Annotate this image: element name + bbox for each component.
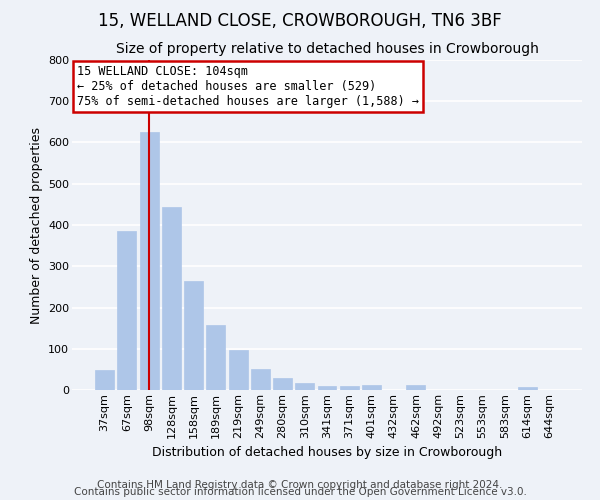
Bar xyxy=(518,387,536,390)
Bar xyxy=(295,383,314,390)
Bar xyxy=(206,325,225,390)
Y-axis label: Number of detached properties: Number of detached properties xyxy=(29,126,43,324)
Bar xyxy=(406,386,425,390)
Text: Contains public sector information licensed under the Open Government Licence v3: Contains public sector information licen… xyxy=(74,487,526,497)
Bar xyxy=(140,132,158,390)
Bar xyxy=(340,386,359,390)
Bar xyxy=(317,386,337,390)
Bar xyxy=(273,378,292,390)
Text: Contains HM Land Registry data © Crown copyright and database right 2024.: Contains HM Land Registry data © Crown c… xyxy=(97,480,503,490)
Text: 15 WELLAND CLOSE: 104sqm
← 25% of detached houses are smaller (529)
75% of semi-: 15 WELLAND CLOSE: 104sqm ← 25% of detach… xyxy=(77,65,419,108)
Bar xyxy=(251,368,270,390)
Title: Size of property relative to detached houses in Crowborough: Size of property relative to detached ho… xyxy=(116,42,538,56)
Text: 15, WELLAND CLOSE, CROWBOROUGH, TN6 3BF: 15, WELLAND CLOSE, CROWBOROUGH, TN6 3BF xyxy=(98,12,502,30)
Bar xyxy=(95,370,114,390)
Bar xyxy=(118,231,136,390)
Bar xyxy=(162,208,181,390)
Bar xyxy=(362,386,381,390)
Bar xyxy=(229,350,248,390)
X-axis label: Distribution of detached houses by size in Crowborough: Distribution of detached houses by size … xyxy=(152,446,502,459)
Bar xyxy=(184,280,203,390)
